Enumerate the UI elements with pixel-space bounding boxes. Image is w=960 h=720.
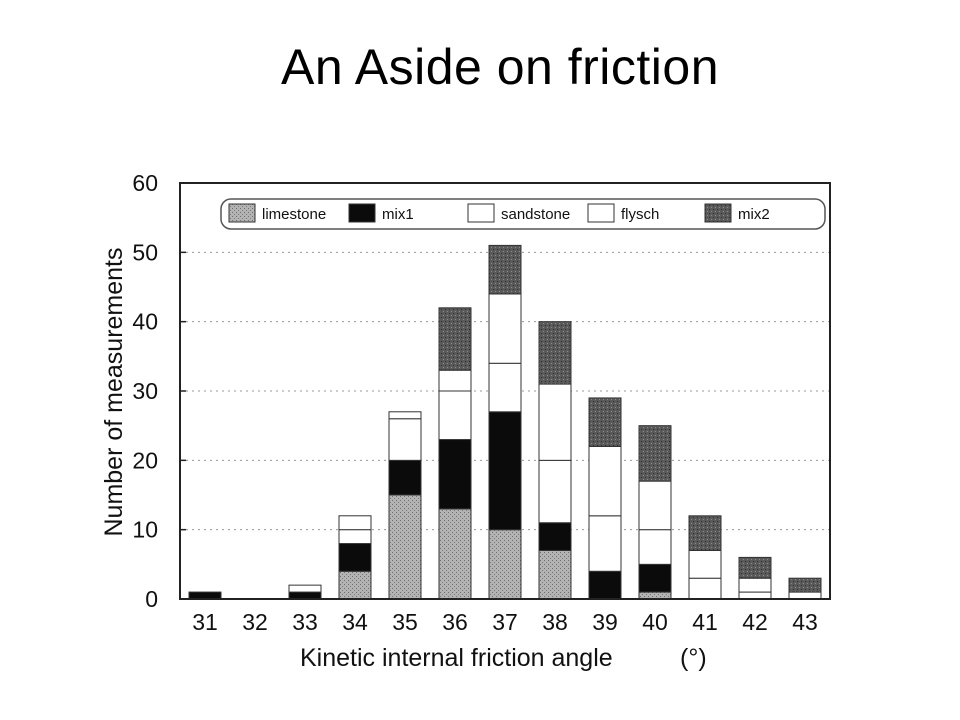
- slide-title: An Aside on friction: [280, 39, 720, 95]
- bar-mix2-40: [638, 425, 672, 482]
- legend: limestone mix1 sandstone flysch mix2: [220, 198, 826, 230]
- y-tick-label-0: 0: [145, 586, 158, 612]
- legend-label-sandstone: sandstone: [501, 206, 570, 223]
- bar-sandstone-35: [388, 418, 422, 461]
- legend-label-limestone: limestone: [262, 206, 326, 223]
- legend-label-mix2: mix2: [738, 206, 770, 223]
- bar-mix2-37: [488, 244, 522, 295]
- bar-flysch-34: [338, 515, 372, 531]
- bar-mix1-38: [538, 522, 572, 551]
- bar-flysch-38: [538, 383, 572, 461]
- y-tick-label-30: 30: [132, 378, 158, 404]
- x-tick-label-35: 35: [392, 609, 418, 635]
- bar-mix1-31: [188, 591, 222, 600]
- x-tick-label-37: 37: [492, 609, 518, 635]
- x-tick-label-31: 31: [192, 609, 218, 635]
- x-tick-label-42: 42: [742, 609, 768, 635]
- x-axis-label: Kinetic internal friction angle: [300, 644, 613, 672]
- bar-flysch-41: [688, 549, 722, 579]
- legend-label-mix1: mix1: [382, 206, 414, 223]
- bar-limestone-36: [438, 508, 472, 600]
- bar-limestone-40: [638, 591, 672, 600]
- bar-flysch-33: [288, 584, 322, 593]
- bar-sandstone-38: [538, 459, 572, 524]
- y-axis-ticks: 0 10 20 30 40 50 60: [132, 170, 186, 612]
- legend-label-flysch: flysch: [621, 206, 659, 223]
- bar-mix1-39: [588, 570, 622, 600]
- x-tick-label-38: 38: [542, 609, 568, 635]
- bar-mix1-40: [638, 563, 672, 593]
- bar-limestone-37: [488, 529, 522, 600]
- bar-sandstone-34: [338, 529, 372, 545]
- x-tick-label-40: 40: [642, 609, 668, 635]
- bar-mix2-39: [588, 397, 622, 447]
- x-tick-label-33: 33: [292, 609, 318, 635]
- bar-flysch-36: [438, 369, 472, 392]
- bar-flysch-39: [588, 445, 622, 517]
- bar-limestone-38: [538, 549, 572, 600]
- legend-swatch-mix2: [704, 203, 732, 223]
- y-tick-label-40: 40: [132, 309, 158, 335]
- bar-sandstone-42: [738, 591, 772, 600]
- y-axis-label: Number of measurements: [100, 247, 128, 536]
- bar-mix1-35: [388, 459, 422, 496]
- bar-sandstone-37: [488, 362, 522, 413]
- bar-mix2-41: [688, 515, 722, 551]
- bar-sandstone-39: [588, 515, 622, 572]
- bar-mix2-36: [438, 307, 472, 371]
- x-tick-label-34: 34: [342, 609, 368, 635]
- legend-swatch-mix1: [348, 203, 376, 223]
- bar-flysch-42: [738, 577, 772, 593]
- bar-flysch-35: [388, 411, 422, 420]
- legend-swatch-limestone: [228, 203, 256, 223]
- bar-mix2-38: [538, 321, 572, 385]
- bar-sandstone-43: [788, 591, 822, 600]
- x-tick-label-43: 43: [792, 609, 818, 635]
- bar-flysch-37: [488, 293, 522, 364]
- bar-mix2-42: [738, 556, 772, 579]
- legend-swatch-flysch: [587, 203, 615, 223]
- x-tick-label-36: 36: [442, 609, 468, 635]
- x-axis-ticks: 31 32 33 34 35 36 37 38 39 40 41 42 43: [192, 609, 818, 635]
- x-tick-label-32: 32: [242, 609, 268, 635]
- y-tick-label-60: 60: [132, 170, 158, 196]
- bar-mix1-37: [488, 411, 522, 531]
- bar-mix2-43: [788, 577, 822, 593]
- bar-sandstone-36: [438, 390, 472, 441]
- bars: [188, 244, 822, 600]
- x-tick-label-41: 41: [692, 609, 718, 635]
- bar-flysch-40: [638, 480, 672, 531]
- x-axis-unit: (°): [680, 644, 707, 672]
- y-tick-label-20: 20: [132, 447, 158, 473]
- y-tick-label-50: 50: [132, 239, 158, 265]
- bar-mix1-33: [288, 591, 322, 600]
- x-tick-label-39: 39: [592, 609, 618, 635]
- bar-sandstone-40: [638, 529, 672, 565]
- bar-limestone-34: [338, 570, 372, 600]
- bar-sandstone-41: [688, 577, 722, 600]
- bar-limestone-35: [388, 494, 422, 600]
- y-tick-label-10: 10: [132, 517, 158, 543]
- bar-mix1-34: [338, 543, 372, 572]
- legend-swatch-sandstone: [467, 203, 495, 223]
- bar-mix1-36: [438, 439, 472, 510]
